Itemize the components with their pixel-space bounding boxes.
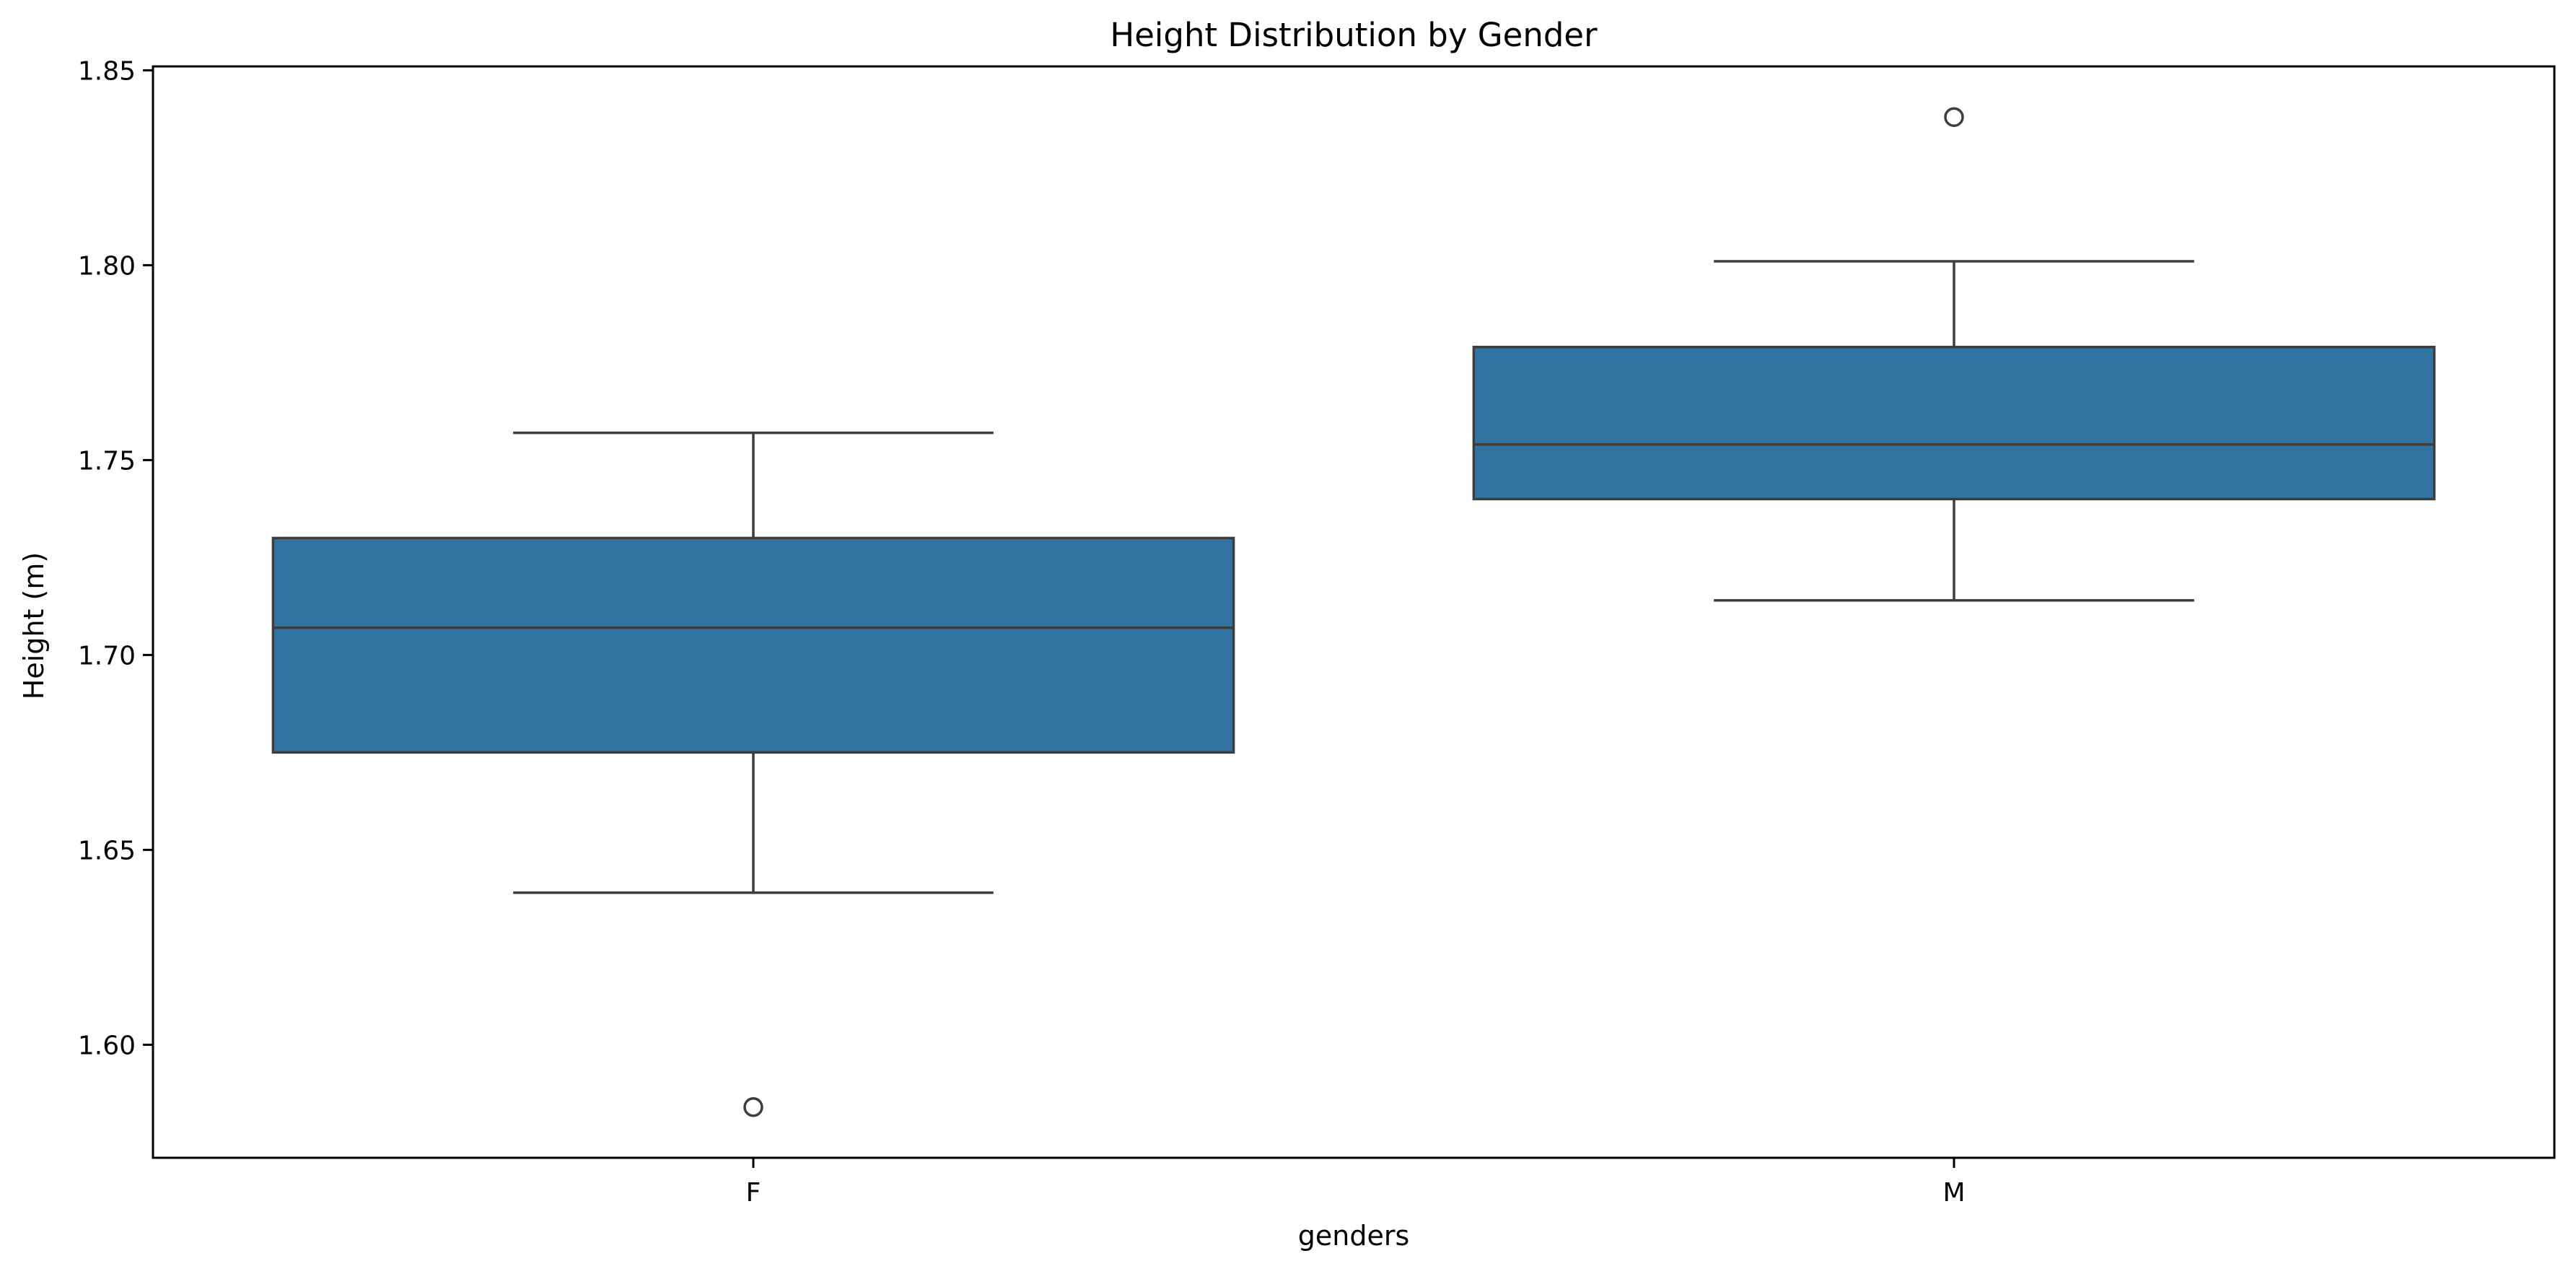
y-tick-label: 1.75 — [78, 446, 136, 476]
y-axis-label: Height (m) — [18, 552, 50, 699]
plot-frame — [152, 65, 2556, 1159]
y-tick-label: 1.65 — [78, 836, 136, 865]
y-tick-label: 1.60 — [78, 1031, 136, 1060]
outlier-point-f-0 — [743, 1097, 763, 1117]
box-iqr-f — [271, 536, 1235, 754]
y-tick-label: 1.70 — [78, 641, 136, 671]
box-group-m — [1472, 107, 2436, 602]
axes-layer: 1.60 1.65 1.70 1.75 1.80 1.85 F M — [78, 56, 2556, 1208]
x-tick-label: F — [746, 1178, 761, 1208]
x-axis-label: genders — [1298, 1220, 1410, 1252]
outlier-point-m-0 — [1944, 107, 1964, 127]
boxes-layer — [271, 107, 2436, 1117]
x-tick-label: M — [1942, 1178, 1965, 1208]
y-tick-label: 1.85 — [78, 56, 136, 86]
box-iqr-m — [1472, 346, 2436, 501]
y-tick-label: 1.80 — [78, 251, 136, 281]
box-group-f — [271, 431, 1235, 1117]
chart-title: Height Distribution by Gender — [1110, 16, 1598, 54]
